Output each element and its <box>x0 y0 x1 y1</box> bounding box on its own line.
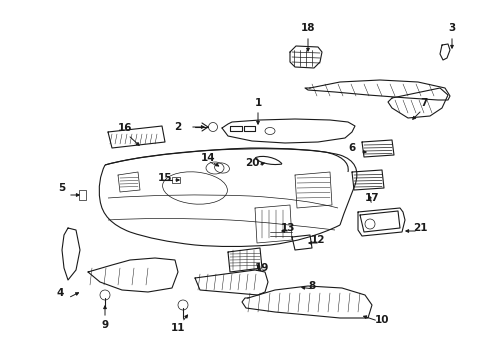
Text: 9: 9 <box>101 320 108 330</box>
Text: 20: 20 <box>244 158 259 168</box>
Text: 19: 19 <box>254 263 268 273</box>
Text: 5: 5 <box>58 183 65 193</box>
Text: 11: 11 <box>170 323 185 333</box>
Text: 2: 2 <box>174 122 181 132</box>
Bar <box>79 190 86 200</box>
Text: 15: 15 <box>158 173 172 183</box>
Text: 7: 7 <box>420 98 427 108</box>
Text: 6: 6 <box>347 143 355 153</box>
Text: 18: 18 <box>300 23 315 33</box>
Text: 17: 17 <box>364 193 379 203</box>
Text: 3: 3 <box>447 23 455 33</box>
Text: 10: 10 <box>374 315 388 325</box>
Text: 4: 4 <box>56 288 63 298</box>
Text: 14: 14 <box>200 153 215 163</box>
Bar <box>172 177 180 183</box>
Text: 16: 16 <box>118 123 132 133</box>
Text: 8: 8 <box>308 281 315 291</box>
Text: 1: 1 <box>254 98 261 108</box>
Text: 12: 12 <box>310 235 325 245</box>
Text: 13: 13 <box>280 223 295 233</box>
Text: 21: 21 <box>412 223 427 233</box>
